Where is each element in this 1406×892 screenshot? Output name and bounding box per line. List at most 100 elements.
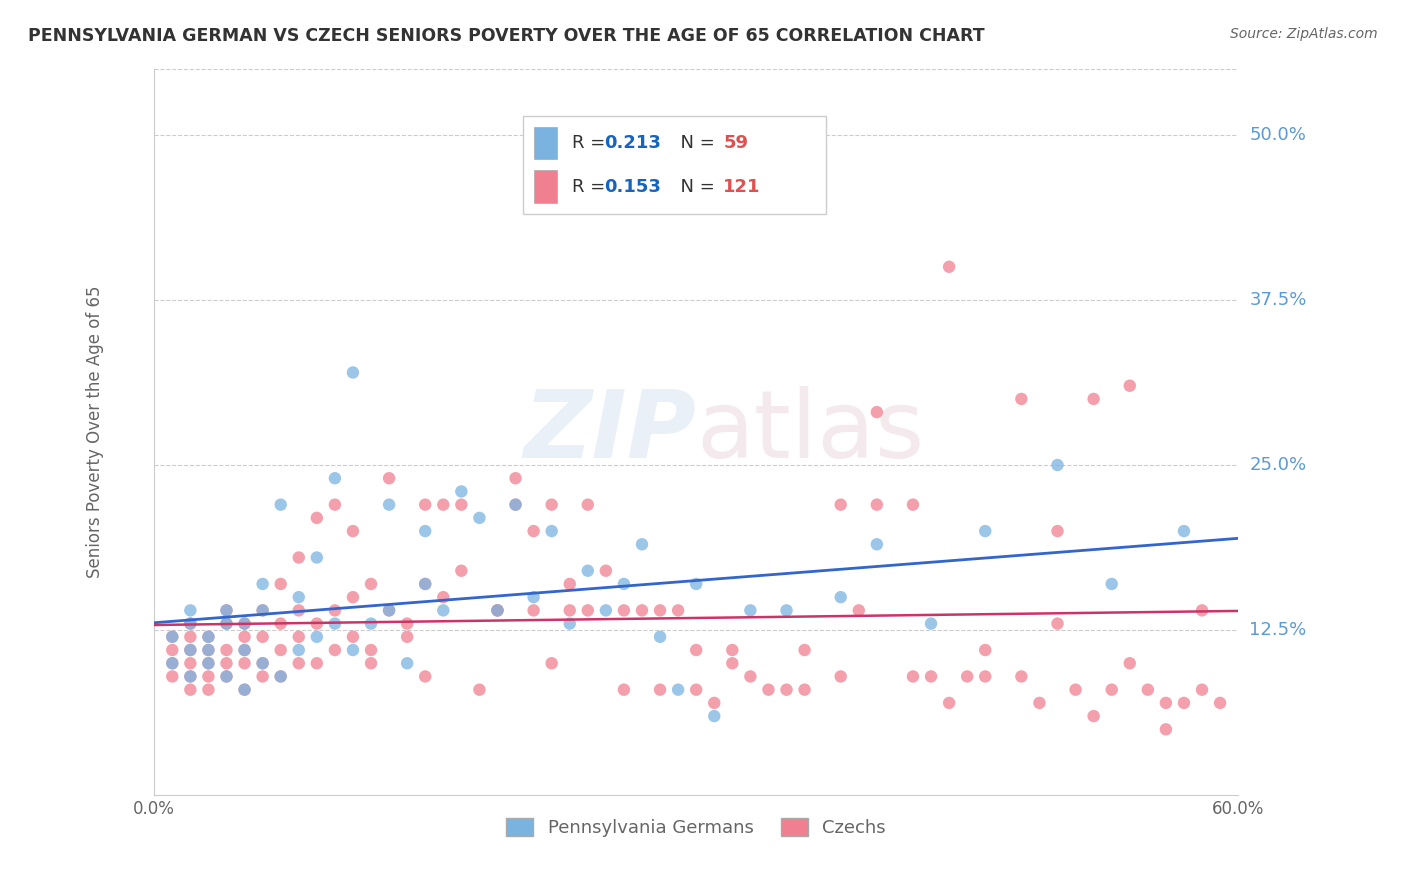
Point [1173,696,1195,710]
Point [468,682,491,697]
Point [740,669,762,683]
Point [648,630,671,644]
Point [576,603,599,617]
Point [1046,616,1069,631]
Point [666,682,689,697]
Point [685,577,707,591]
Point [197,682,219,697]
Text: 0.213: 0.213 [605,134,661,152]
Point [540,498,562,512]
Point [233,657,256,671]
Point [685,682,707,697]
Point [342,643,364,657]
Point [287,603,309,617]
Point [378,498,401,512]
Text: 121: 121 [723,178,761,196]
Point [270,643,292,657]
Point [252,669,274,683]
Point [1209,696,1232,710]
Point [432,603,454,617]
Point [558,603,581,617]
Point [595,603,617,617]
Point [1046,524,1069,538]
Text: 0.153: 0.153 [605,178,661,196]
Point [450,498,472,512]
Point [305,550,328,565]
Point [721,643,744,657]
Point [197,669,219,683]
Point [740,603,762,617]
Point [413,577,436,591]
Point [793,643,815,657]
Point [360,616,382,631]
Point [179,669,201,683]
Point [413,498,436,512]
Point [523,524,546,538]
Point [613,603,636,617]
Point [252,577,274,591]
Point [703,709,725,723]
Point [576,564,599,578]
Point [215,669,238,683]
Point [233,682,256,697]
Point [342,630,364,644]
Point [197,643,219,657]
Text: Seniors Poverty Over the Age of 65: Seniors Poverty Over the Age of 65 [86,285,104,578]
Point [540,524,562,538]
Text: 25.0%: 25.0% [1250,456,1306,474]
Point [685,643,707,657]
Point [830,669,852,683]
Point [305,630,328,644]
Point [233,682,256,697]
Point [252,657,274,671]
Point [1191,603,1213,617]
Point [215,603,238,617]
Point [450,484,472,499]
Point [215,643,238,657]
Point [866,498,889,512]
Point [721,657,744,671]
FancyBboxPatch shape [523,116,827,214]
Point [1101,682,1123,697]
Point [413,524,436,538]
Point [162,643,184,657]
Point [270,577,292,591]
Point [648,603,671,617]
Point [920,616,942,631]
Point [287,643,309,657]
Point [703,696,725,710]
Point [252,657,274,671]
Text: atlas: atlas [696,386,924,478]
Point [179,616,201,631]
Point [505,498,527,512]
Point [179,643,201,657]
Point [342,590,364,604]
Point [233,616,256,631]
Point [396,630,419,644]
Point [1010,392,1032,406]
Point [938,696,960,710]
Text: N =: N = [669,178,721,196]
Point [378,603,401,617]
Point [595,564,617,578]
Point [1010,669,1032,683]
Point [162,630,184,644]
Point [179,630,201,644]
Point [974,669,997,683]
Point [342,366,364,380]
Text: PENNSYLVANIA GERMAN VS CZECH SENIORS POVERTY OVER THE AGE OF 65 CORRELATION CHAR: PENNSYLVANIA GERMAN VS CZECH SENIORS POV… [28,27,984,45]
Point [162,669,184,683]
Point [360,643,382,657]
Point [378,603,401,617]
Point [758,682,780,697]
Point [1119,657,1142,671]
Text: 12.5%: 12.5% [1250,621,1306,640]
Point [179,643,201,657]
Point [179,682,201,697]
Text: N =: N = [669,134,721,152]
Point [648,682,671,697]
Point [233,616,256,631]
Point [1173,524,1195,538]
Text: 59: 59 [723,134,748,152]
Point [270,669,292,683]
